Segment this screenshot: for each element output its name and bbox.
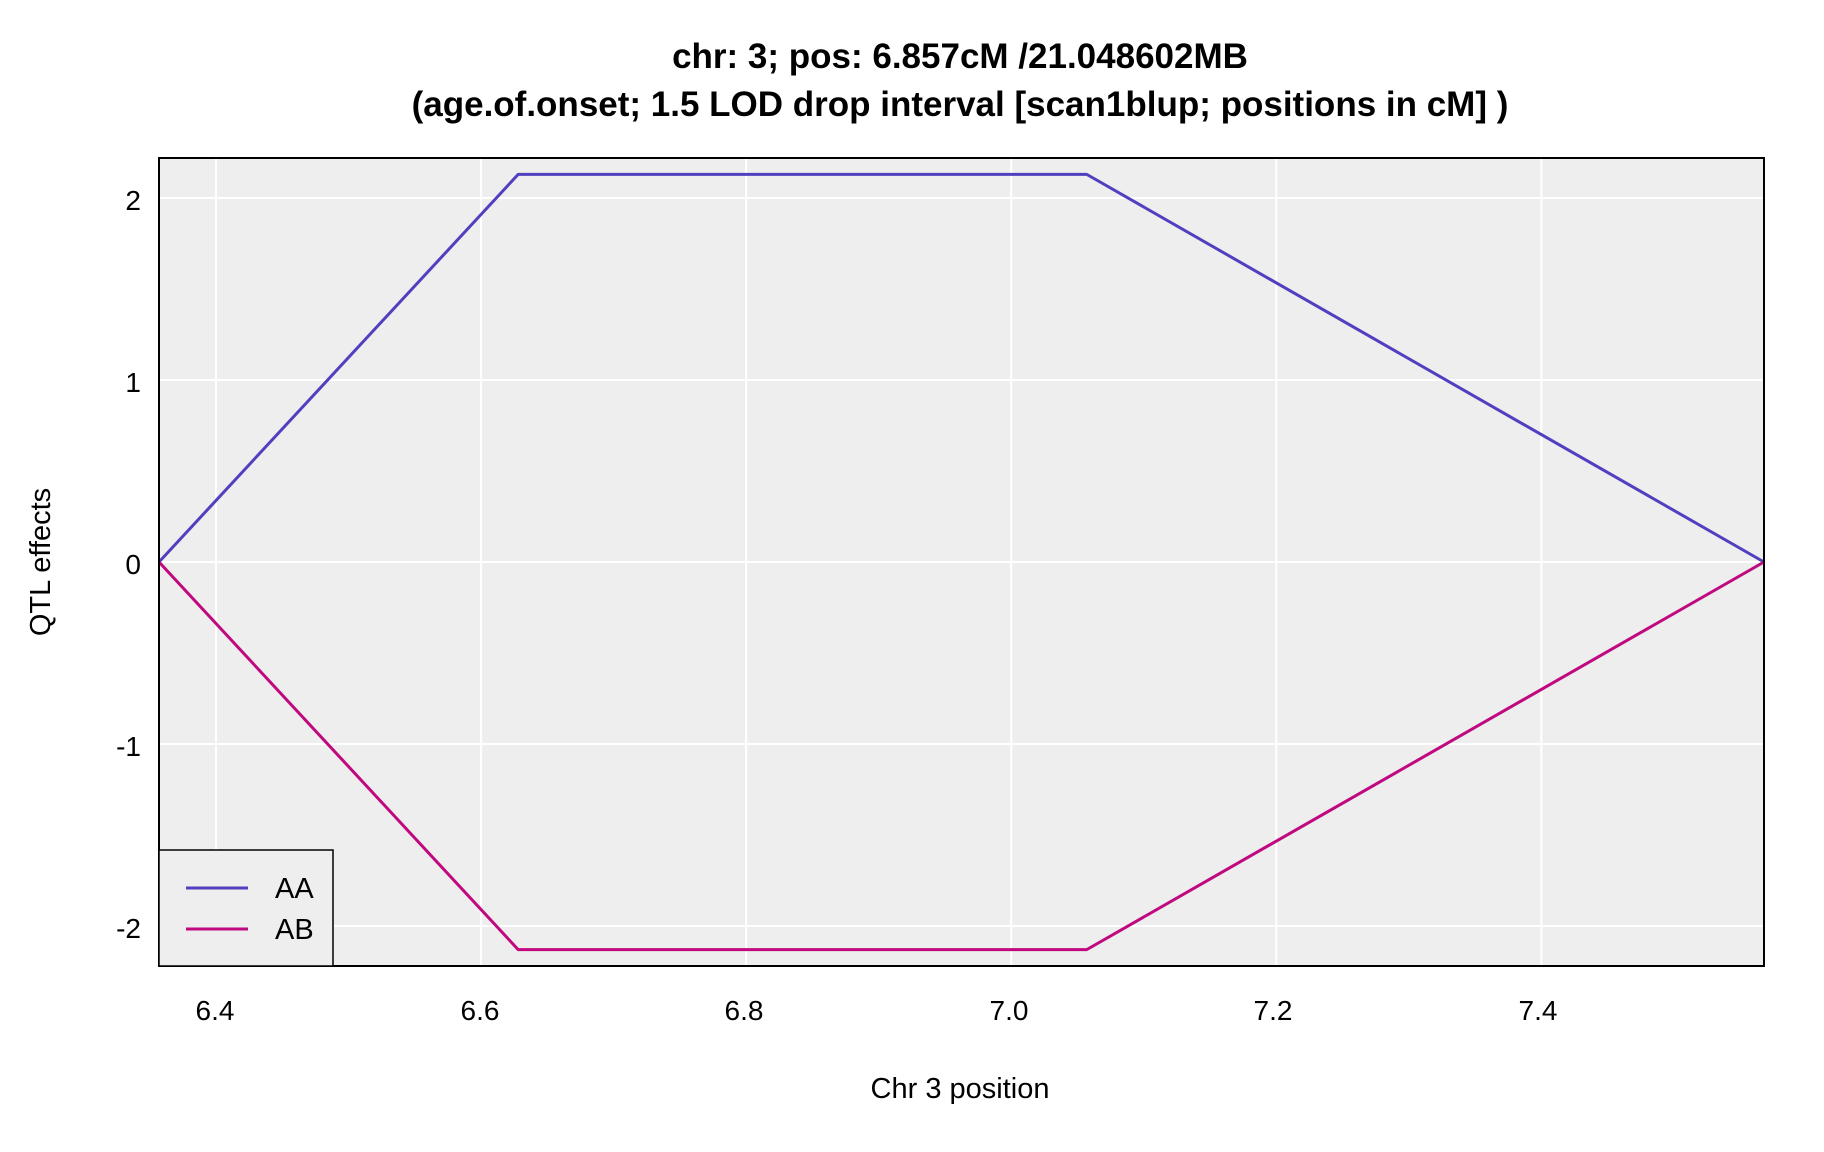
series-line-ab <box>157 560 1765 952</box>
y-axis-label: QTL effects <box>25 488 57 636</box>
chart-title: chr: 3; pos: 6.857cM /21.048602MB <box>672 37 1248 76</box>
y-tick-label: 0 <box>125 549 141 580</box>
legend-box <box>158 849 334 967</box>
x-tick-label: 7.4 <box>1519 995 1558 1026</box>
series-line-aa <box>157 172 1765 564</box>
y-tick-label: -1 <box>116 731 141 762</box>
legend: AA AB <box>158 849 334 967</box>
plot-frame <box>158 157 1765 967</box>
y-tick-label: -2 <box>116 913 141 944</box>
x-tick-label: 7.0 <box>990 995 1029 1026</box>
x-tick-label: 6.6 <box>461 995 500 1026</box>
legend-label-aa: AA <box>275 873 314 905</box>
y-tick-label: 1 <box>125 367 141 398</box>
y-tick-label: 2 <box>125 185 141 216</box>
legend-label-ab: AB <box>275 914 314 946</box>
x-tick-label: 7.2 <box>1254 995 1293 1026</box>
x-tick-label: 6.4 <box>196 995 235 1026</box>
chart-subtitle: (age.of.onset; 1.5 LOD drop interval [sc… <box>412 85 1509 124</box>
gridlines <box>159 158 1764 966</box>
x-tick-label: 6.8 <box>725 995 764 1026</box>
x-axis-label: Chr 3 position <box>871 1073 1050 1105</box>
